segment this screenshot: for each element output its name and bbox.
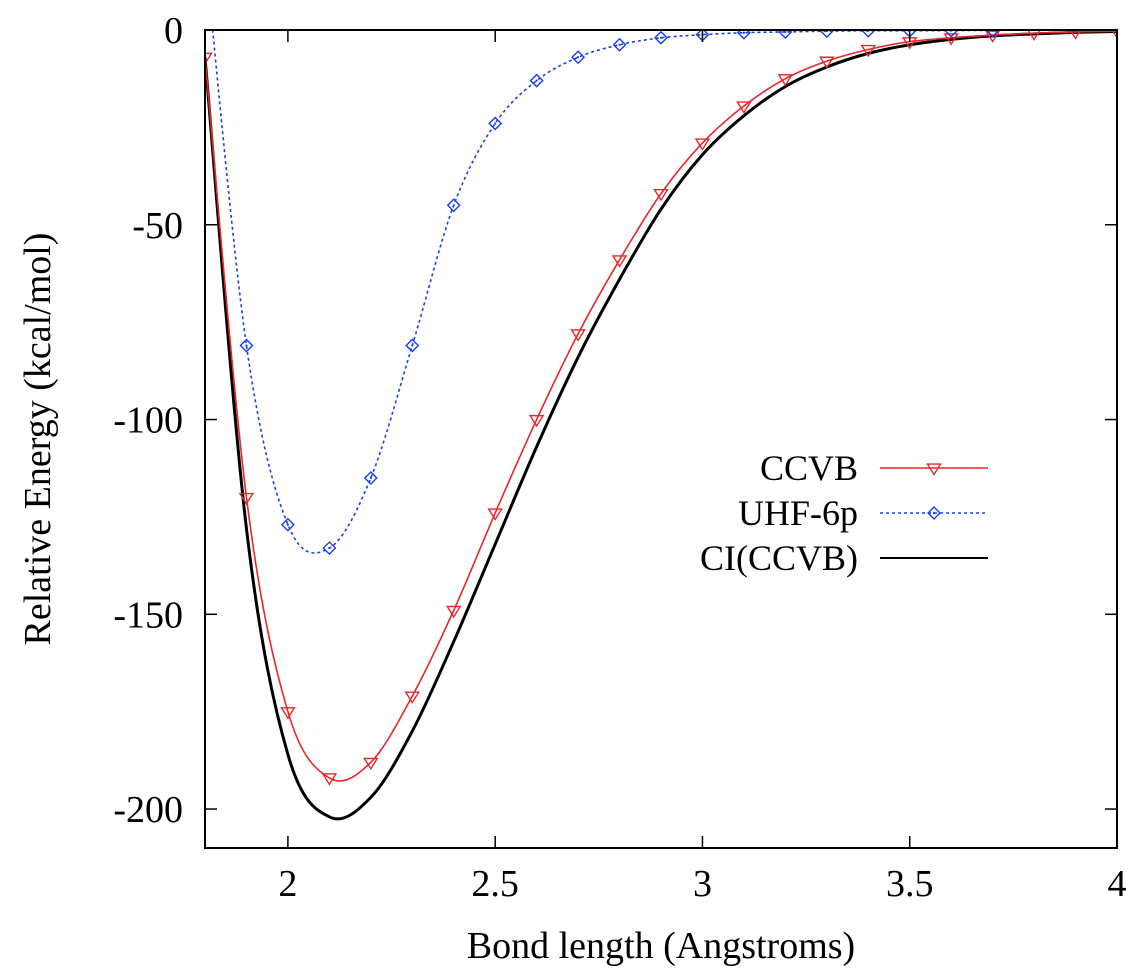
data-point <box>654 30 668 45</box>
data-point-dot <box>369 476 372 480</box>
data-point <box>944 30 959 38</box>
plot-frame <box>204 29 1118 849</box>
series-layer <box>205 30 1117 821</box>
data-point <box>487 508 503 521</box>
legend-label: UHF-6p <box>738 493 858 533</box>
data-point <box>238 492 255 506</box>
data-point <box>205 52 213 66</box>
ticks-layer: 2 2.5 3 3.5 4 0 -50 -100 -150 -200 <box>113 10 1126 905</box>
series-line-ccvb <box>205 30 1117 782</box>
data-point <box>363 470 378 485</box>
data-point-dot <box>659 36 663 39</box>
y-tick-label: -200 <box>113 789 183 831</box>
data-point-dot <box>494 122 497 125</box>
data-point <box>985 30 1000 38</box>
series-line-uhf-6p <box>211 30 993 554</box>
data-point <box>570 329 586 342</box>
x-axis-label: Bond length (Angstroms) <box>467 925 855 967</box>
data-point <box>778 30 793 39</box>
data-point <box>653 188 669 202</box>
data-point <box>446 198 461 213</box>
x-tick-label: 2.5 <box>471 863 519 905</box>
data-point <box>322 541 337 556</box>
data-point <box>1069 30 1082 40</box>
x-tick-label: 2 <box>278 863 297 905</box>
y-tick-label: -100 <box>113 400 183 442</box>
data-point <box>819 56 835 69</box>
data-point <box>860 44 877 58</box>
x-tick-label: 3.5 <box>886 863 934 905</box>
data-point <box>488 116 503 131</box>
data-point <box>1027 30 1041 41</box>
data-point-dot <box>535 79 538 82</box>
y-axis-label: Relative Energy (kcal/mol) <box>17 233 59 646</box>
data-point-dot <box>576 56 580 59</box>
data-point-dot <box>286 523 290 526</box>
data-point <box>404 691 421 704</box>
data-point-dot <box>245 344 248 347</box>
legend: CCVB UHF-6p CI(CCVB) <box>700 448 988 578</box>
x-tick-label: 4 <box>1108 863 1127 905</box>
data-point <box>819 30 834 39</box>
data-point <box>363 757 379 771</box>
legend-label: CI(CCVB) <box>700 538 858 578</box>
data-point <box>239 338 254 353</box>
data-point-dot <box>452 204 455 207</box>
data-point <box>280 517 295 532</box>
data-point <box>405 338 420 353</box>
data-point-dot <box>411 344 414 347</box>
data-point <box>571 50 586 65</box>
data-point <box>777 74 794 87</box>
data-point <box>280 707 296 720</box>
y-tick-label: -50 <box>132 205 183 247</box>
legend-label: CCVB <box>760 448 858 488</box>
data-point-dot <box>742 31 746 34</box>
data-point <box>943 33 959 46</box>
data-point <box>445 605 462 619</box>
data-point <box>736 101 752 114</box>
data-point-dot <box>784 30 787 34</box>
legend-marker-dot <box>932 511 936 515</box>
data-point <box>321 773 338 786</box>
data-point <box>611 255 628 268</box>
data-point <box>612 37 627 52</box>
series-line-ci-ccvb- <box>205 30 1117 821</box>
data-point-dot <box>618 43 621 46</box>
data-point-dot <box>328 546 331 550</box>
data-point <box>529 73 544 88</box>
y-tick-label: -150 <box>113 594 183 636</box>
data-point <box>1111 30 1117 39</box>
data-point <box>694 138 711 151</box>
data-point <box>861 30 876 38</box>
legend-marker <box>926 463 942 476</box>
y-tick-label: 0 <box>164 10 183 52</box>
legend-marker <box>927 506 941 520</box>
x-tick-label: 3 <box>693 863 712 905</box>
data-point <box>528 414 545 428</box>
